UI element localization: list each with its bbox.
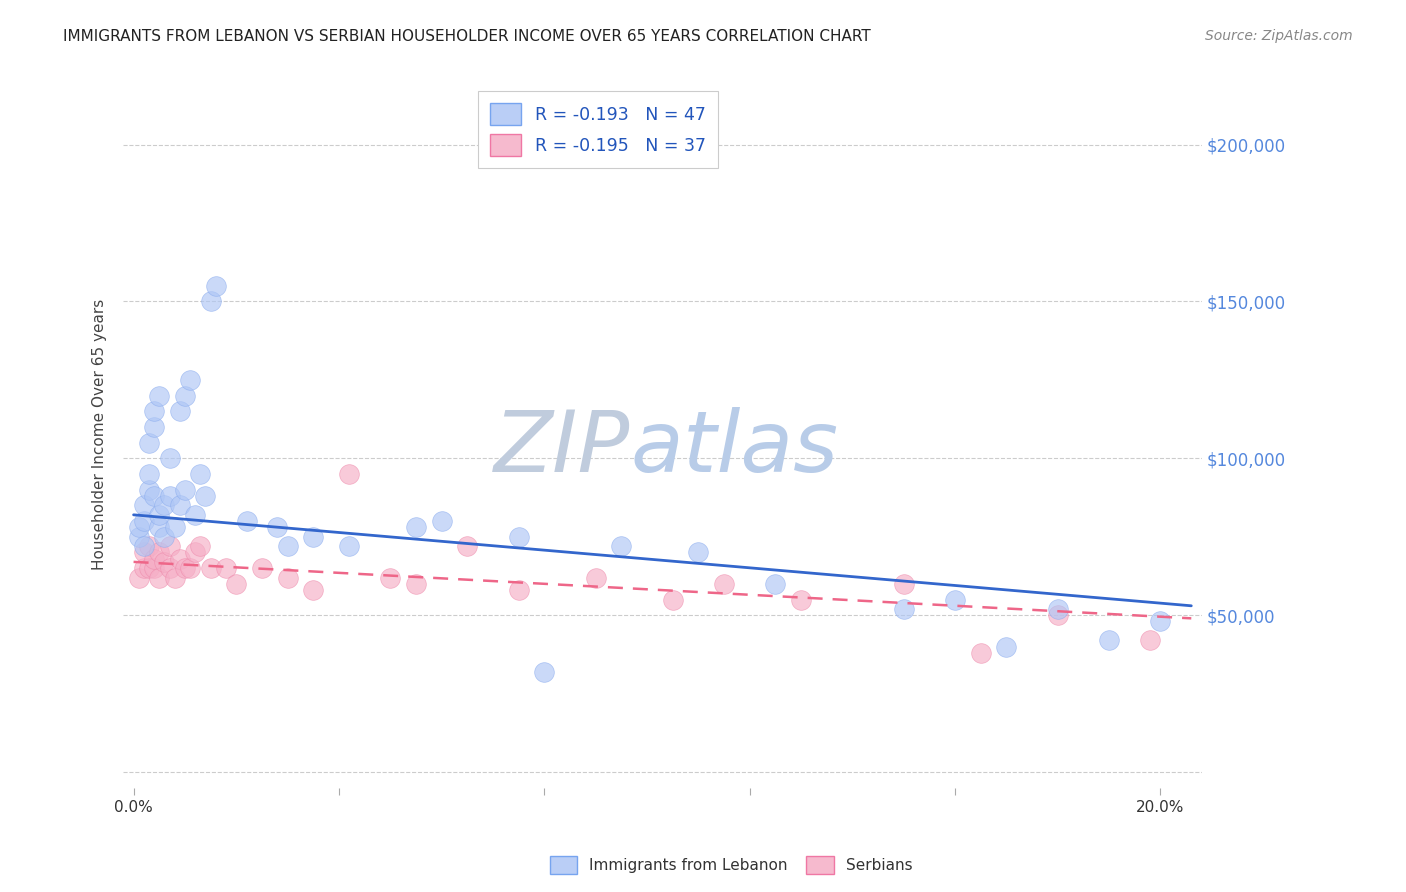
Point [302, 583, 325, 598]
Point [138, 483, 160, 497]
Point [970, 646, 993, 660]
Legend: Immigrants from Lebanon, Serbians: Immigrants from Lebanon, Serbians [544, 850, 918, 880]
Point [159, 451, 181, 466]
Point [405, 577, 427, 591]
Point [169, 499, 191, 513]
Point [132, 499, 155, 513]
Point [790, 592, 813, 607]
Point [225, 577, 247, 591]
Point [533, 665, 555, 679]
Point [179, 373, 201, 387]
Point [585, 570, 607, 584]
Point [943, 592, 966, 607]
Text: atlas: atlas [630, 408, 838, 491]
Point [688, 545, 710, 559]
Point [148, 570, 170, 584]
Point [215, 561, 238, 575]
Point [1098, 633, 1121, 648]
Point [250, 561, 273, 575]
Point [188, 539, 211, 553]
Point [661, 592, 683, 607]
Point [188, 467, 211, 481]
Point [184, 508, 207, 522]
Point [138, 539, 160, 553]
Point [508, 583, 530, 598]
Point [143, 404, 166, 418]
Point [163, 570, 186, 584]
Point [159, 561, 181, 575]
Point [148, 545, 170, 559]
Point [1046, 608, 1069, 623]
Point [132, 545, 155, 559]
Point [194, 489, 217, 503]
Point [169, 404, 191, 418]
Point [184, 545, 207, 559]
Point [200, 561, 222, 575]
Point [893, 577, 915, 591]
Point [380, 570, 402, 584]
Legend: R = -0.193   N = 47, R = -0.195   N = 37: R = -0.193 N = 47, R = -0.195 N = 37 [478, 91, 718, 169]
Point [128, 520, 150, 534]
Point [169, 551, 191, 566]
Point [1149, 615, 1171, 629]
Point [174, 483, 197, 497]
Point [138, 467, 160, 481]
Point [132, 561, 155, 575]
Point [430, 514, 453, 528]
Point [132, 539, 155, 553]
Point [266, 520, 288, 534]
Point [337, 539, 360, 553]
Point [337, 467, 360, 481]
Point [143, 561, 166, 575]
Point [610, 539, 633, 553]
Point [508, 530, 530, 544]
Point [456, 539, 478, 553]
Point [713, 577, 735, 591]
Point [174, 561, 197, 575]
Point [763, 577, 786, 591]
Point [148, 520, 170, 534]
Point [200, 294, 222, 309]
Point [1139, 633, 1161, 648]
Y-axis label: Householder Income Over 65 years: Householder Income Over 65 years [93, 299, 107, 571]
Text: Source: ZipAtlas.com: Source: ZipAtlas.com [1205, 29, 1353, 43]
Point [179, 561, 201, 575]
Point [159, 489, 181, 503]
Point [148, 389, 170, 403]
Point [128, 570, 150, 584]
Point [143, 489, 166, 503]
Point [153, 555, 176, 569]
Point [163, 520, 186, 534]
Point [405, 520, 427, 534]
Point [995, 640, 1018, 654]
Point [153, 530, 176, 544]
Point [277, 570, 299, 584]
Point [153, 499, 176, 513]
Point [148, 508, 170, 522]
Text: ZIP: ZIP [494, 408, 630, 491]
Point [159, 539, 181, 553]
Point [235, 514, 257, 528]
Point [174, 389, 197, 403]
Point [1046, 602, 1069, 616]
Point [277, 539, 299, 553]
Text: IMMIGRANTS FROM LEBANON VS SERBIAN HOUSEHOLDER INCOME OVER 65 YEARS CORRELATION : IMMIGRANTS FROM LEBANON VS SERBIAN HOUSE… [63, 29, 872, 44]
Point [893, 602, 915, 616]
Point [143, 420, 166, 434]
Point [132, 514, 155, 528]
Point [204, 278, 226, 293]
Point [138, 561, 160, 575]
Point [128, 530, 150, 544]
Point [302, 530, 325, 544]
Point [143, 551, 166, 566]
Point [138, 435, 160, 450]
